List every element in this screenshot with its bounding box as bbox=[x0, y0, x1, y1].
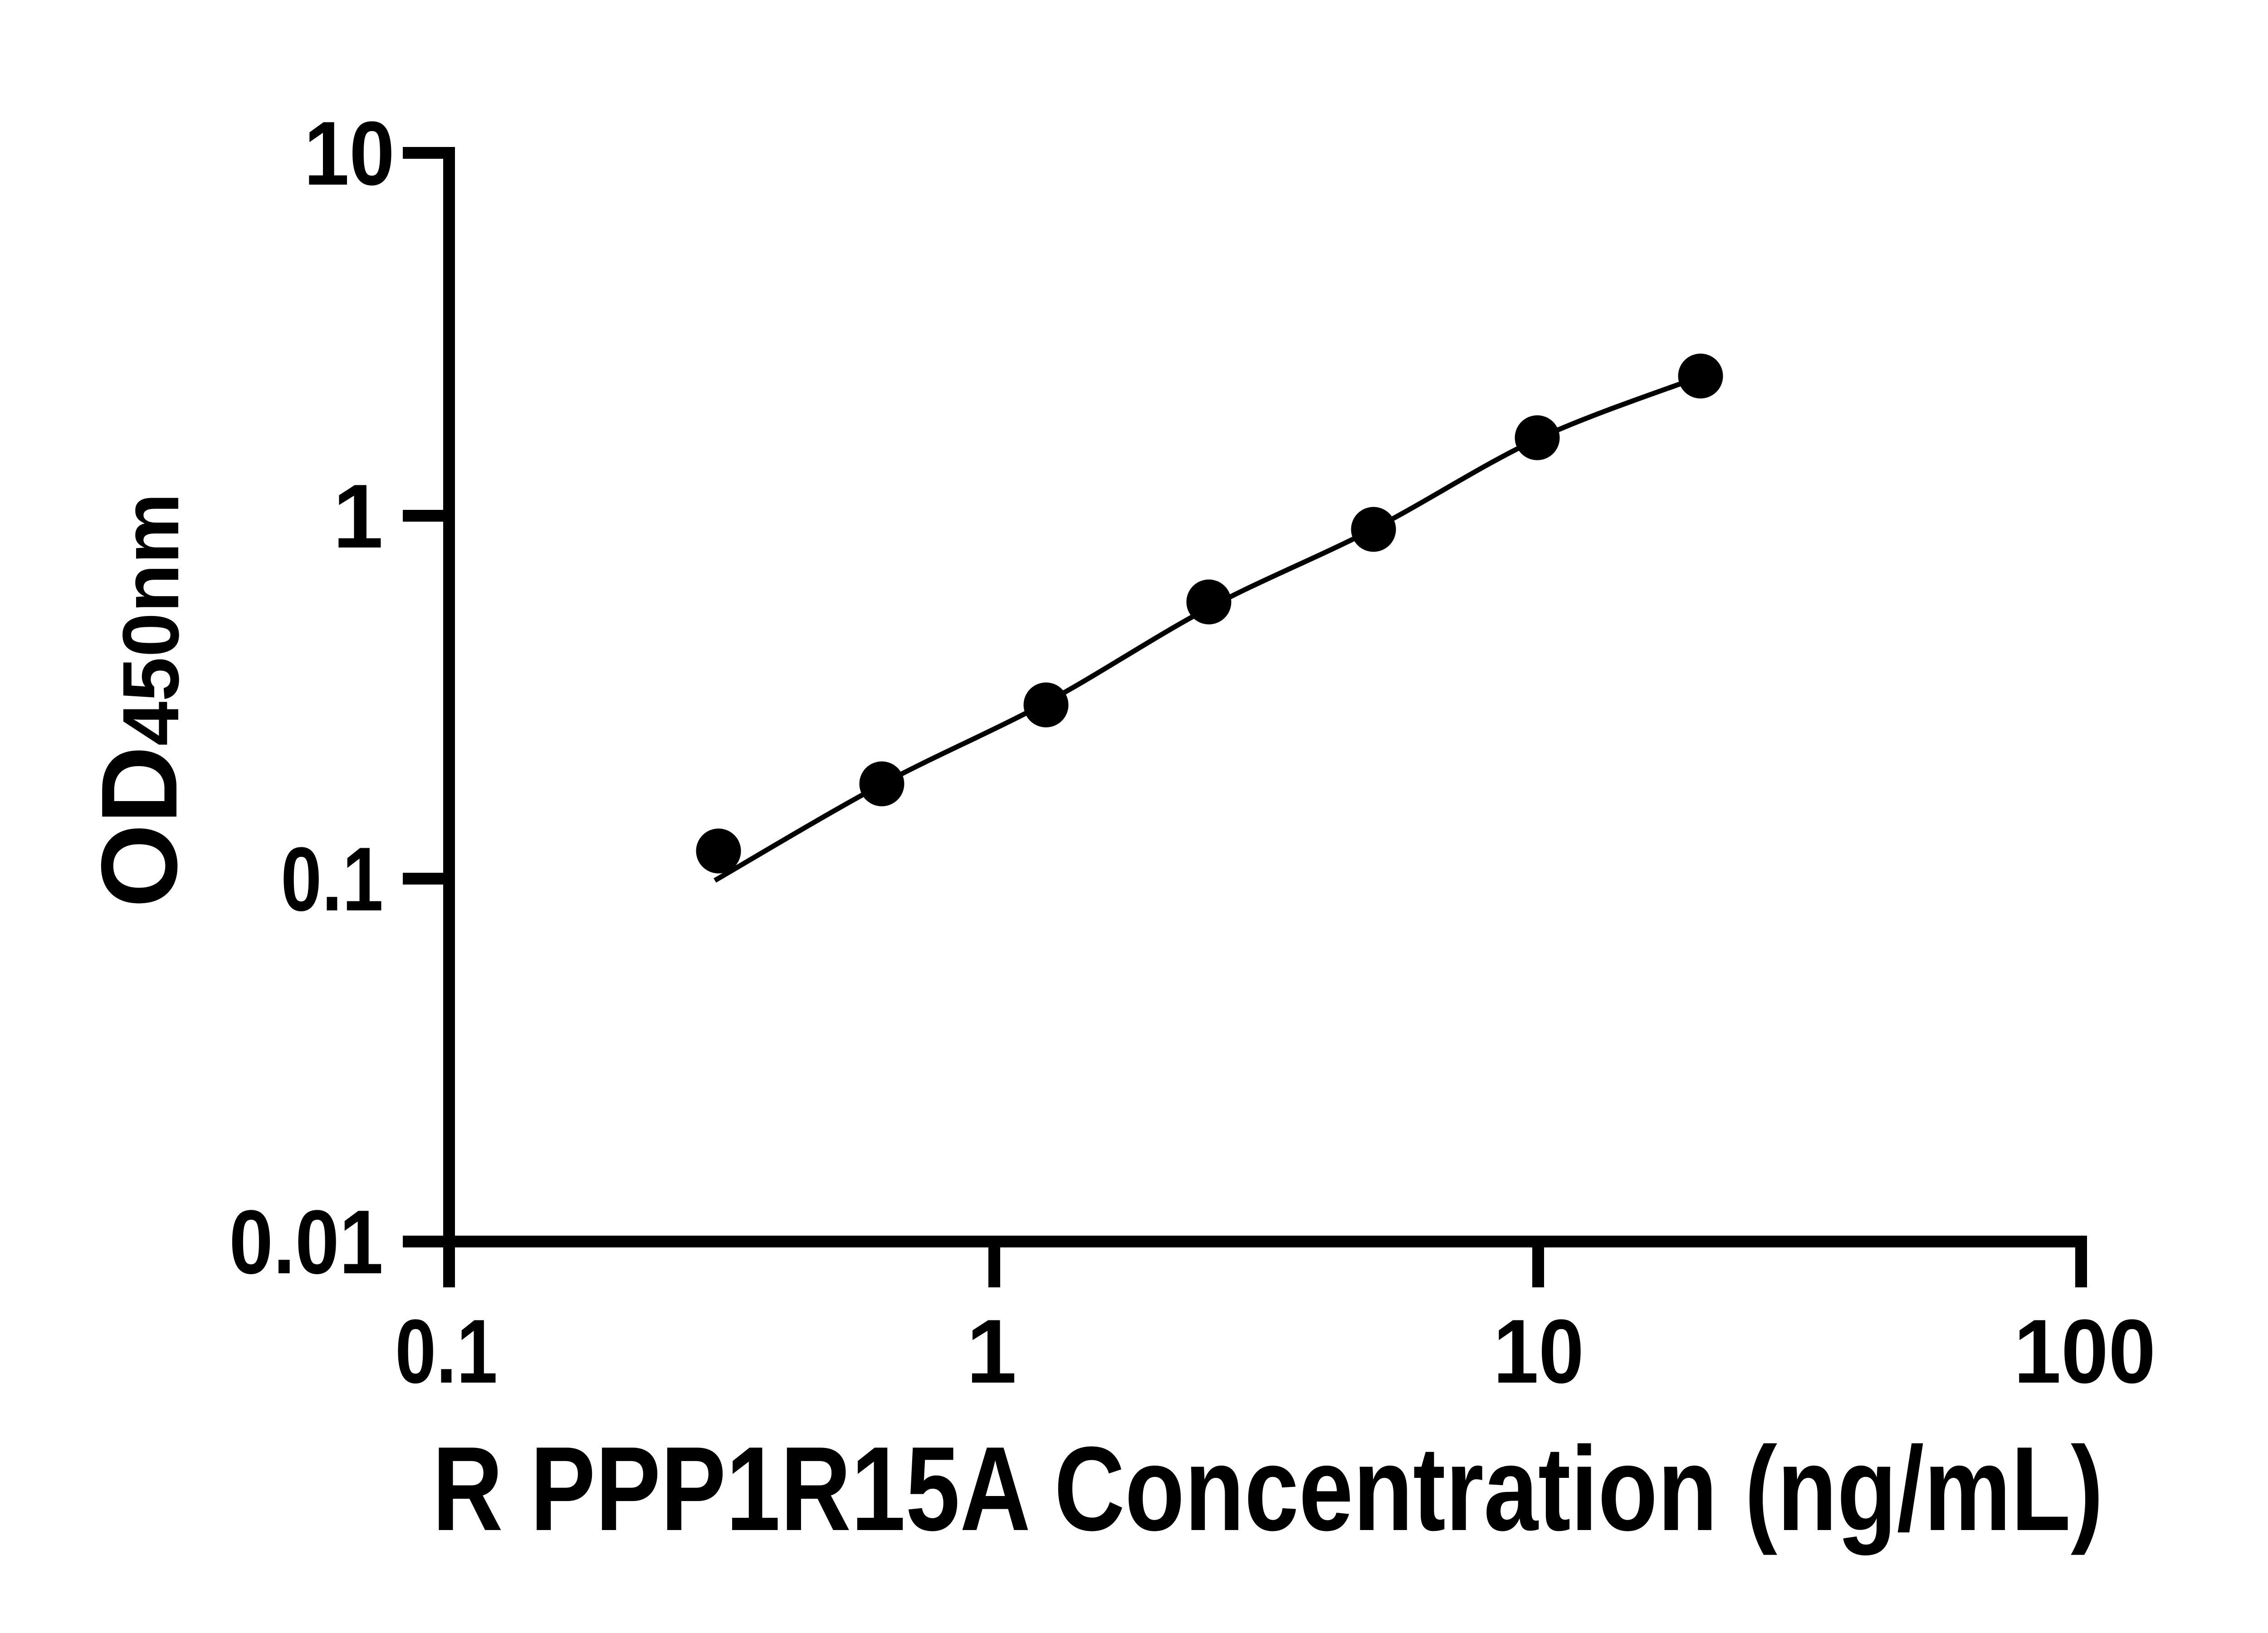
svg-text:0.1: 0.1 bbox=[281, 829, 383, 930]
svg-text:100: 100 bbox=[2014, 1301, 2156, 1402]
svg-text:1: 1 bbox=[333, 466, 383, 567]
svg-text:10: 10 bbox=[304, 103, 395, 204]
svg-text:1: 1 bbox=[966, 1301, 1017, 1402]
svg-text:0.01: 0.01 bbox=[229, 1192, 383, 1293]
svg-text:10: 10 bbox=[1493, 1301, 1584, 1402]
svg-text:0.1: 0.1 bbox=[395, 1301, 498, 1402]
svg-text:OD450nm: OD450nm bbox=[79, 493, 200, 908]
svg-text:R PPP1R15A Concentration (ng/m: R PPP1R15A Concentration (ng/mL) bbox=[432, 1422, 2103, 1556]
